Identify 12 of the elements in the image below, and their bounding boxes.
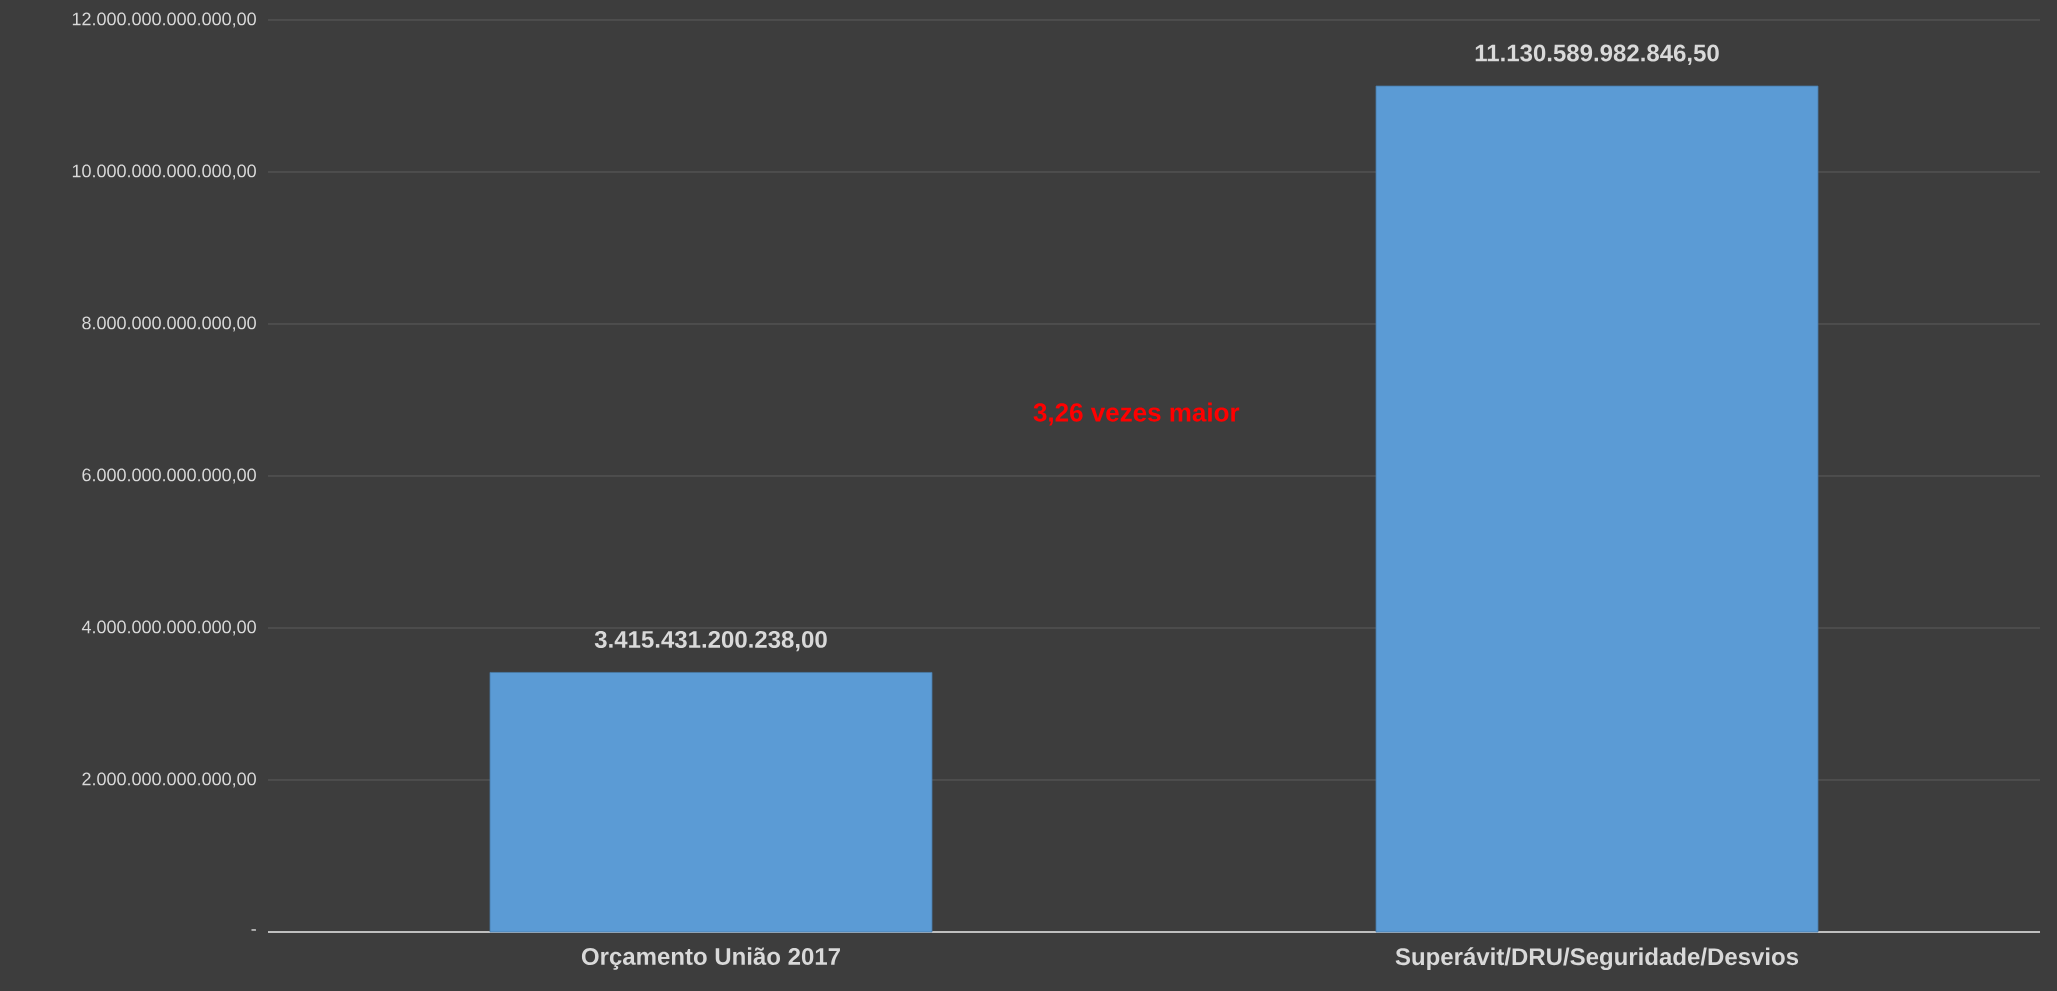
y-tick-label: 2.000.000.000.000,00 bbox=[82, 772, 256, 788]
x-tick-label: Superávit/DRU/Seguridade/Desvios bbox=[1395, 947, 1799, 971]
y-tick-label: 8.000.000.000.000,00 bbox=[82, 316, 256, 332]
y-tick-label: 6.000.000.000.000,00 bbox=[82, 468, 256, 484]
y-tick-label: 4.000.000.000.000,00 bbox=[81, 620, 256, 636]
data-label: 11.130.589.982.846,50 bbox=[1475, 44, 1719, 65]
y-tick-label: 10.000.000.000.000,00 bbox=[72, 164, 256, 180]
y-tick-label: - bbox=[251, 929, 256, 931]
annotation: 3,26 vezes maior bbox=[1033, 402, 1240, 426]
y-tick-label: 12.000.000.000.000,00 bbox=[72, 12, 256, 28]
data-label: 3.415.431.200.238,00 bbox=[594, 630, 827, 652]
x-tick-label: Orçamento União 2017 bbox=[581, 947, 840, 970]
